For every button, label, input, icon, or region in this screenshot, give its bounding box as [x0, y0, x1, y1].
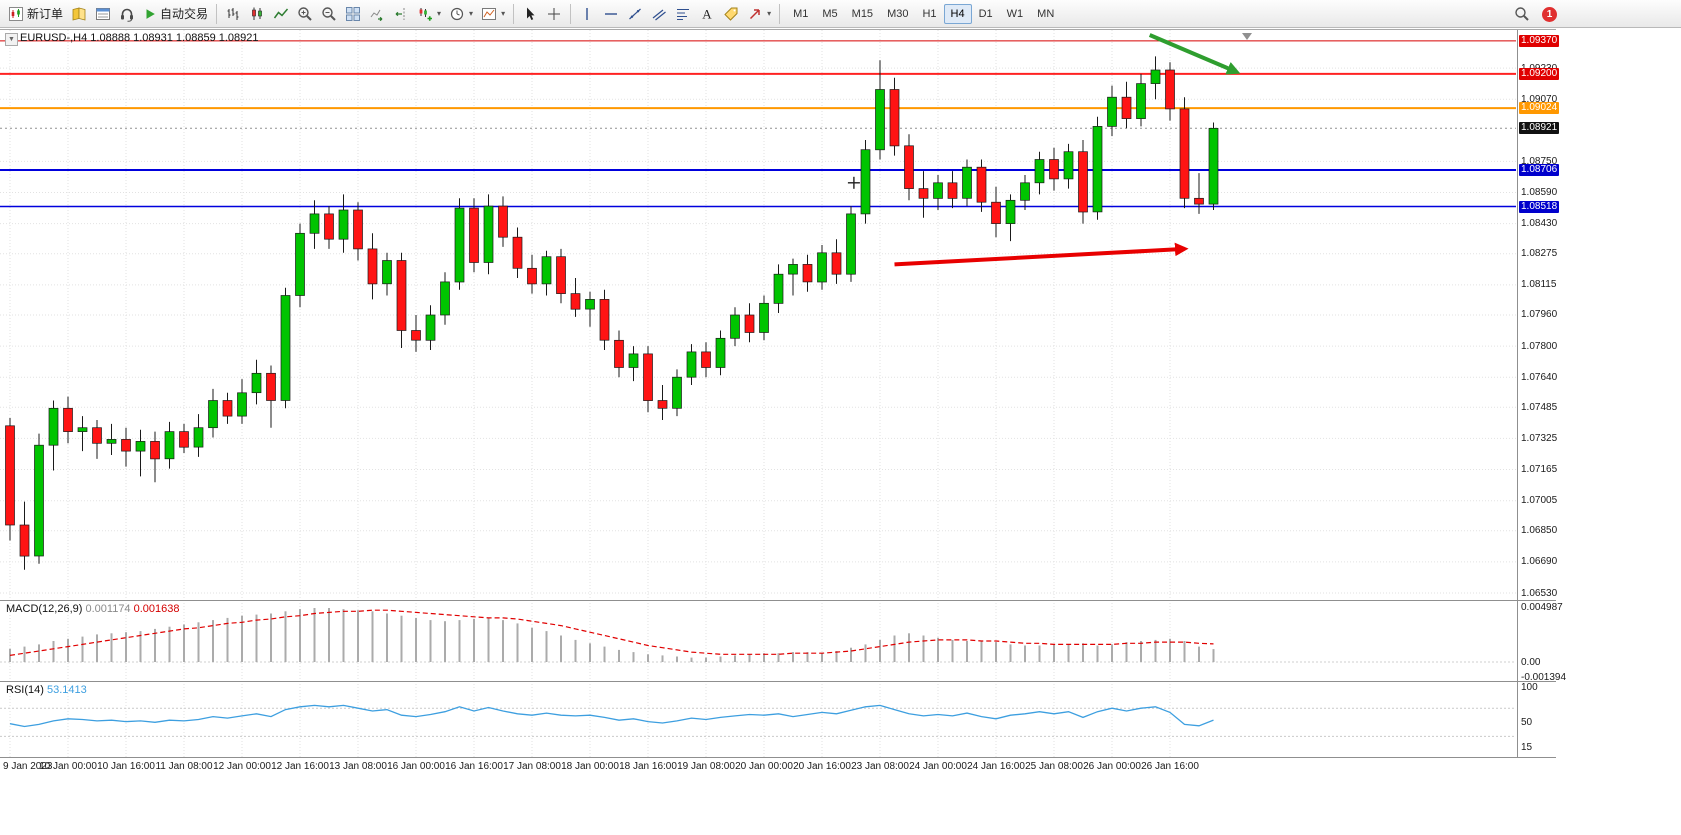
headset-button[interactable]	[115, 3, 139, 25]
symbol-dropdown-icon[interactable]: ▼	[5, 33, 18, 46]
autotrading-label: 自动交易	[160, 7, 209, 21]
horizontal-line-button[interactable]	[599, 3, 623, 25]
rsi-name-label: RSI(14)	[6, 684, 44, 696]
tile-windows-icon	[346, 6, 361, 21]
timeframe-button-W1[interactable]: W1	[1000, 4, 1031, 24]
scroll-end-marker	[1242, 33, 1252, 40]
arrow-shape-icon	[750, 8, 760, 19]
label-tag-icon	[724, 7, 738, 21]
template-icon	[482, 7, 497, 20]
trendline-button[interactable]	[623, 3, 647, 25]
toolbar-separator	[570, 3, 572, 24]
channel-icon	[652, 9, 666, 20]
rsi-title: RSI(14) 53.1413	[6, 684, 87, 696]
red-trend-arrow	[894, 242, 1189, 267]
text-icon: A	[702, 6, 712, 21]
toolbar-separator	[513, 3, 515, 24]
zoom-out-icon	[322, 6, 336, 21]
vertical-line-icon	[586, 7, 588, 20]
macd-name-label: MACD(12,26,9)	[6, 603, 83, 615]
macd-signal-value-label: 0.001638	[133, 603, 180, 615]
templates-button[interactable]: ▾	[477, 3, 509, 25]
vertical-line-button[interactable]	[575, 3, 599, 25]
green-down-arrow	[1148, 33, 1241, 75]
autotrading-button[interactable]: 自动交易	[139, 3, 212, 25]
cursor-button[interactable]	[518, 3, 542, 25]
line-chart-icon	[273, 8, 289, 18]
timeframes-dropdown-button[interactable]: ▾	[445, 3, 477, 25]
market-watch-icon	[72, 6, 86, 21]
toolbar-right-group: 1	[1510, 3, 1557, 25]
timeframe-button-H4[interactable]: H4	[943, 3, 972, 24]
shapes-caret-icon: ▾	[767, 8, 772, 18]
svg-text:A: A	[702, 6, 712, 21]
toolbar-separator	[779, 3, 781, 24]
timeframe-button-M15[interactable]: M15	[845, 4, 880, 24]
ohlc-label: 1.08888 1.08931 1.08859 1.08921	[90, 32, 259, 44]
notifications-badge[interactable]: 1	[1542, 6, 1557, 22]
timeframe-toolbar: M1 M5 M15 M30 H1 H4 D1 W1 MN	[786, 3, 1061, 24]
timeframe-button-M1[interactable]: M1	[786, 4, 815, 24]
trendline-icon	[629, 8, 641, 19]
toolbar-separator	[216, 3, 218, 24]
new-chart-caret-icon: ▾	[437, 8, 442, 18]
crosshair-button[interactable]	[542, 3, 566, 25]
clock-icon	[450, 7, 464, 20]
timeframe-button-MN[interactable]: MN	[1030, 4, 1061, 24]
shapes-dropdown-button[interactable]: ▾	[743, 3, 775, 25]
zoom-out-button[interactable]	[317, 3, 341, 25]
line-chart-button[interactable]	[269, 3, 293, 25]
horizontal-line-icon	[605, 12, 618, 15]
cursor-icon	[527, 7, 535, 20]
tile-windows-button[interactable]	[341, 3, 365, 25]
data-window-icon	[96, 7, 111, 20]
market-watch-button[interactable]	[67, 3, 91, 25]
bar-chart-icon	[227, 7, 239, 20]
rsi-value-label: 53.1413	[46, 684, 87, 696]
timeframe-button-M30[interactable]: M30	[880, 4, 915, 24]
text-button[interactable]: A	[695, 3, 719, 25]
macd-title: MACD(12,26,9) 0.001174 0.001638	[6, 603, 180, 615]
timeframe-button-D1[interactable]: D1	[972, 4, 1000, 24]
chart-shift-icon	[395, 7, 405, 20]
search-icon	[1515, 7, 1529, 21]
symbol-label: EURUSD-,H4	[20, 32, 88, 44]
timeframe-button-M5[interactable]: M5	[815, 4, 844, 24]
macd-value-label: 0.001174	[85, 603, 131, 615]
fibonacci-icon	[677, 8, 690, 20]
chart-shift-button[interactable]	[389, 3, 413, 25]
chart-title: EURUSD-,H4 1.08888 1.08931 1.08859 1.089…	[20, 32, 259, 44]
data-window-button[interactable]	[91, 3, 115, 25]
candlestick-chart-button[interactable]	[245, 3, 269, 25]
bar-chart-button[interactable]	[221, 3, 245, 25]
autotrading-play-icon	[146, 8, 155, 19]
label-button[interactable]	[719, 3, 743, 25]
new-chart-button[interactable]: ▾	[413, 3, 445, 25]
search-button[interactable]	[1510, 3, 1534, 25]
zoom-in-icon	[298, 6, 312, 21]
channel-button[interactable]	[647, 3, 671, 25]
fibonacci-button[interactable]	[671, 3, 695, 25]
crosshair-icon	[548, 7, 561, 20]
new-order-button[interactable]: 新订单	[4, 3, 67, 25]
main-toolbar: 新订单 自动交易 ▾ ▾ ▾	[0, 0, 1681, 28]
headset-icon	[121, 8, 134, 22]
timeframe-button-H1[interactable]: H1	[915, 4, 943, 24]
new-order-label: 新订单	[27, 7, 64, 21]
auto-scroll-icon	[370, 9, 383, 21]
timeframes-caret-icon: ▾	[469, 8, 474, 18]
new-chart-icon	[419, 7, 433, 21]
auto-scroll-button[interactable]	[365, 3, 389, 25]
zoom-in-button[interactable]	[293, 3, 317, 25]
candlestick-chart-icon	[252, 7, 262, 20]
templates-caret-icon: ▾	[501, 8, 506, 18]
new-order-icon	[9, 6, 23, 21]
